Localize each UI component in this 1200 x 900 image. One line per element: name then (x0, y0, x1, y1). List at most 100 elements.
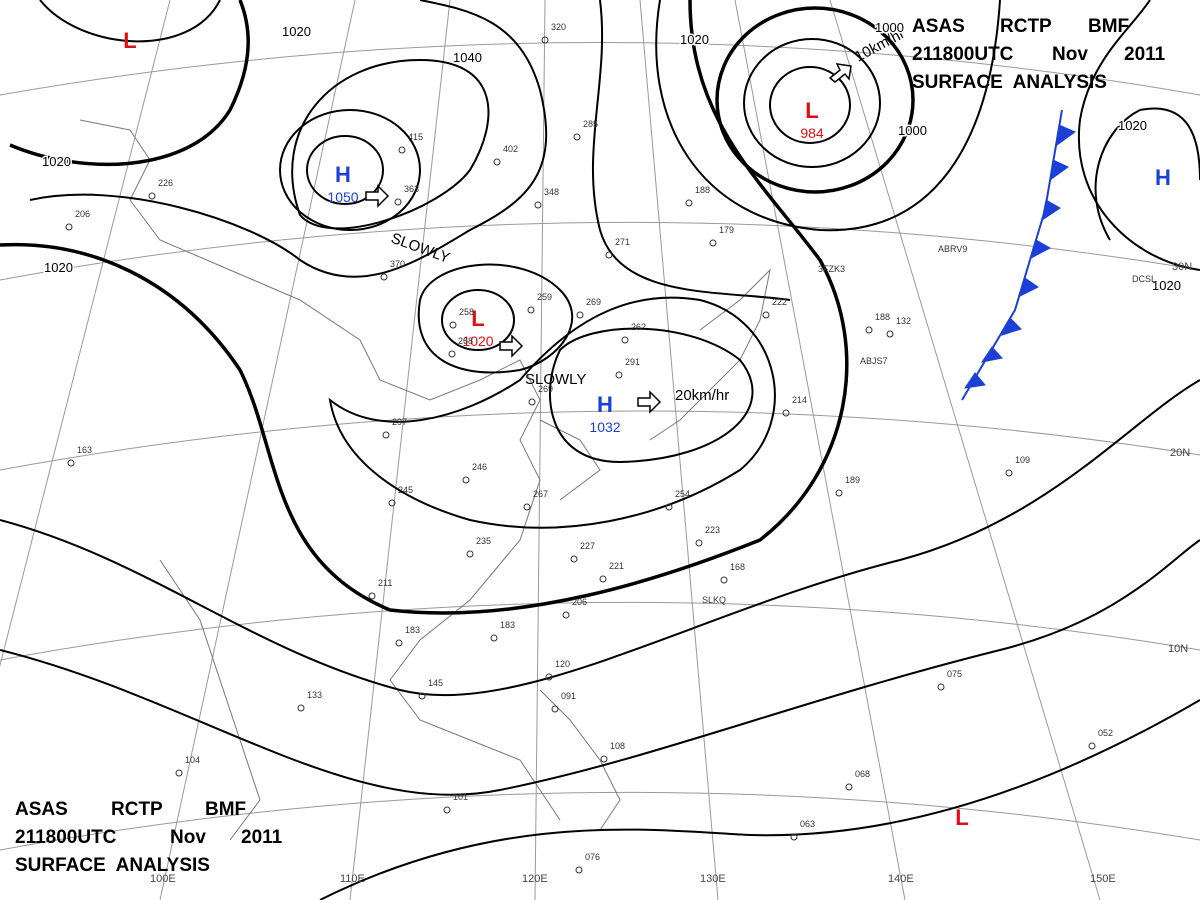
station-marker (762, 311, 770, 319)
isobar (769, 66, 851, 144)
station-marker (541, 36, 549, 44)
station-marker (695, 539, 703, 547)
isobar (1094, 107, 1200, 241)
station-pressure: 188 (875, 312, 890, 322)
station-marker (493, 158, 501, 166)
station-pressure: 223 (705, 525, 720, 535)
station-marker (782, 409, 790, 417)
station-pressure: 348 (544, 187, 559, 197)
station-marker (175, 769, 183, 777)
isobar (715, 6, 915, 194)
station-marker (394, 198, 402, 206)
station-pressure: 254 (675, 489, 690, 499)
latitude-label: 20N (1170, 447, 1190, 459)
station-pressure: 183 (405, 625, 420, 635)
pressure-center-value: 1050 (327, 189, 358, 205)
station-marker (148, 192, 156, 200)
station-pressure: 268 (458, 336, 473, 346)
station-pressure: 267 (533, 489, 548, 499)
station-marker (937, 683, 945, 691)
station-pressure: 262 (631, 322, 646, 332)
pressure-center-value: 1032 (589, 419, 620, 435)
station-pressure: 206 (75, 209, 90, 219)
header-text: RCTP (111, 799, 163, 820)
station-pressure: 245 (398, 485, 413, 495)
pressure-center-symbol: H (1155, 165, 1171, 190)
latitude-label: 30N (1172, 261, 1192, 273)
longitude-label: 140E (888, 873, 914, 885)
station-pressure: 183 (500, 620, 515, 630)
isobar (39, 0, 221, 43)
longitude-label: 120E (522, 873, 548, 885)
arrow (365, 184, 390, 208)
station-marker (368, 592, 376, 600)
station-marker (443, 806, 451, 814)
isobar (743, 38, 881, 168)
station-pressure: 221 (609, 561, 624, 571)
station-id: ABJS7 (860, 356, 888, 366)
header-text: ASAS (912, 16, 965, 37)
station-pressure: 168 (730, 562, 745, 572)
station-marker (388, 499, 396, 507)
pressure-center-value: 984 (800, 125, 824, 141)
header-text: 211800UTC (15, 827, 117, 848)
station-pressure: 206 (572, 597, 587, 607)
parallel (0, 601, 1200, 661)
isobar-label: 1020 (680, 32, 709, 47)
coast (539, 419, 601, 501)
station-pressure: 163 (77, 445, 92, 455)
station-marker (845, 783, 853, 791)
station-pressure: 104 (185, 755, 200, 765)
station-marker (1005, 469, 1013, 477)
isobar-label: 1000 (898, 123, 927, 138)
pressure-center-symbol: L (471, 306, 484, 331)
isobar-label: 1040 (453, 50, 482, 65)
station-pressure: 076 (585, 852, 600, 862)
coast (539, 689, 621, 831)
station-pressure: 370 (390, 259, 405, 269)
station-pressure: 101 (453, 792, 468, 802)
meridian (0, 0, 171, 668)
station-pressure: 415 (408, 132, 423, 142)
coast (159, 559, 261, 841)
isobar (328, 296, 776, 529)
station-marker (575, 866, 583, 874)
arrow (499, 334, 524, 358)
station-marker (545, 673, 553, 681)
isobar-label: 1000 (875, 20, 904, 35)
front-triangle (1001, 317, 1022, 336)
pressure-center-symbol: L (955, 805, 968, 830)
header-text: 211800UTC (912, 44, 1014, 65)
isobar (655, 0, 1001, 232)
station-pressure: 068 (855, 769, 870, 779)
arrow (828, 63, 852, 83)
header-text: BMF (1088, 16, 1129, 37)
pressure-center-symbol: L (805, 98, 818, 123)
station-marker (835, 489, 843, 497)
meridian (639, 0, 719, 900)
isobar (549, 327, 754, 464)
meridian (829, 0, 1101, 900)
pressure-center-value: 1020 (462, 333, 493, 349)
isobar (591, 0, 791, 301)
front-triangle (1049, 159, 1069, 182)
station-marker (65, 223, 73, 231)
station-marker (720, 576, 728, 584)
station-pressure: 363 (404, 184, 419, 194)
station-pressure: 222 (772, 297, 787, 307)
station-marker (382, 431, 390, 439)
station-marker (466, 550, 474, 558)
station-marker (790, 833, 798, 841)
meridian (534, 0, 546, 900)
station-pressure: 120 (555, 659, 570, 669)
station-marker (621, 336, 629, 344)
isobar (0, 0, 849, 615)
station-pressure: 063 (800, 819, 815, 829)
longitude-label: 150E (1090, 873, 1116, 885)
isobar (29, 0, 548, 278)
station-marker (605, 251, 613, 259)
station-marker (709, 239, 717, 247)
longitude-label: 100E (150, 873, 176, 885)
